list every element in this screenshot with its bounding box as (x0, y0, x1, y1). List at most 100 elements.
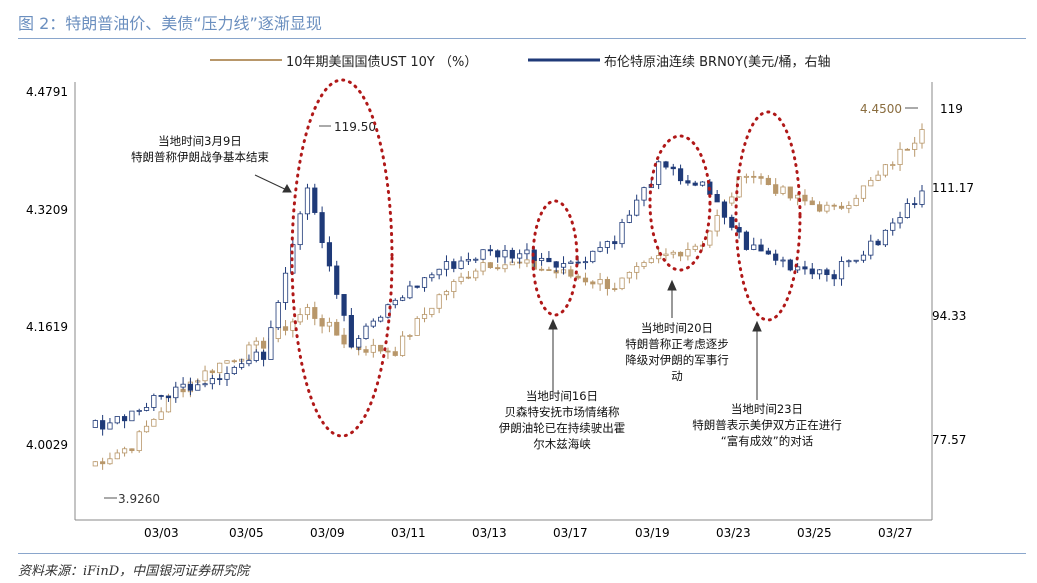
brent-candle (809, 263, 815, 280)
brent-candle-body (246, 360, 252, 365)
brent-candle (173, 381, 179, 403)
brent-candle (626, 210, 632, 224)
brent-candle (304, 183, 311, 220)
brent-candle (656, 160, 662, 190)
brent-candle-body (765, 250, 771, 255)
ust-candle (846, 201, 852, 214)
brent-candle-body (634, 199, 640, 216)
ust-candle (202, 365, 208, 386)
x-tick-label: 03/09 (310, 526, 345, 540)
annotation-0316-line: 当地时间16日 (526, 389, 598, 403)
brent-candle (443, 255, 450, 277)
brent-candle (312, 183, 318, 215)
brent-candle-body (780, 259, 786, 262)
highlight-ellipses (290, 78, 802, 438)
ust-candle (795, 192, 801, 206)
ust-candle (714, 209, 720, 237)
value-label: 3.9260 (118, 492, 160, 506)
ust-candle (612, 282, 618, 292)
brent-candle (546, 251, 552, 263)
ust-candle (809, 196, 815, 206)
brent-candle (297, 211, 303, 250)
ust-candle (707, 230, 713, 248)
brent-candle-body (795, 266, 801, 271)
brent-candle-body (173, 386, 179, 399)
ust-candle-body (224, 360, 230, 364)
ust-candle-body (451, 281, 457, 292)
brent-candle-body (568, 261, 574, 264)
brent-candle (356, 335, 362, 351)
ust-candle-body (816, 204, 823, 212)
highlight-ellipse-0320 (648, 134, 712, 272)
highlight-ellipse-0309 (290, 78, 394, 438)
brent-candle (846, 259, 852, 268)
brent-candle (282, 267, 289, 310)
brent-candle-body (714, 194, 720, 203)
figure-title: 图 2：特朗普油价、美债“压力线”逐渐显现 (18, 14, 322, 33)
brent-candle-body (121, 416, 128, 422)
brent-candle (253, 349, 259, 363)
brent-candle-body (751, 244, 757, 250)
top-rule (18, 38, 1026, 39)
brent-candle (326, 236, 333, 272)
brent-candle-body (465, 258, 472, 262)
brent-candle-body (407, 285, 413, 299)
brent-candle (260, 349, 267, 367)
ust-candle-body (838, 205, 845, 209)
brent-candle (187, 377, 194, 396)
ust-candle (399, 331, 406, 357)
ust-candle-body (692, 245, 698, 250)
ust-candle (458, 272, 464, 285)
brent-candle-body (151, 395, 157, 408)
ust-candle-body (378, 344, 384, 352)
ust-candle-body (875, 174, 881, 181)
brent-candle-body (509, 249, 515, 259)
ust-candle (677, 251, 684, 262)
annotation-0320-line: 当地时间20日 (641, 321, 713, 335)
annotation-0309-line: 特朗普称伊朗战争基本结束 (131, 150, 269, 164)
brent-candle-body (868, 240, 874, 256)
brent-candle (787, 258, 793, 272)
brent-candle-body (385, 304, 391, 318)
ust-candle-body (868, 179, 874, 187)
ust-candle-body (399, 335, 406, 356)
ust-candle (838, 202, 845, 210)
brent-candle (129, 410, 135, 422)
ust-candle (597, 272, 603, 291)
ust-candle-body (92, 461, 98, 467)
ust-candle-body (890, 164, 896, 166)
ust-candle-body (209, 370, 215, 374)
brent-candle (538, 252, 545, 266)
brent-candle (824, 267, 830, 282)
brent-candle (597, 241, 603, 253)
ust-candle (582, 272, 589, 286)
ust-candle (436, 293, 442, 314)
brent-candle-body (597, 247, 603, 252)
ust-candle (158, 407, 164, 421)
brent-candle-body (341, 294, 347, 316)
brent-candle (165, 395, 172, 402)
ust-candle-body (414, 318, 420, 336)
brent-series (92, 160, 925, 436)
ust-candle (743, 173, 750, 184)
right-tick-label: 111.17 (932, 181, 974, 195)
brent-candle (239, 358, 245, 370)
brent-candle (736, 222, 742, 239)
brent-candle-body (297, 213, 303, 246)
brent-candle-body (92, 420, 98, 428)
ust-candle (421, 307, 428, 323)
ust-candle (868, 176, 874, 187)
brent-candle (421, 276, 428, 292)
brent-candle (458, 256, 464, 270)
brent-candle (875, 238, 881, 246)
ust-candle-body (538, 268, 545, 271)
ust-candle (590, 280, 596, 289)
ust-candle (802, 189, 808, 206)
ust-candle-body (253, 340, 259, 346)
brent-candle-body (436, 268, 442, 276)
ust-candle (912, 136, 918, 157)
ust-candle (385, 347, 391, 359)
brent-candle (663, 160, 669, 170)
ust-candle-body (129, 448, 135, 452)
ust-candle-body (641, 262, 647, 267)
